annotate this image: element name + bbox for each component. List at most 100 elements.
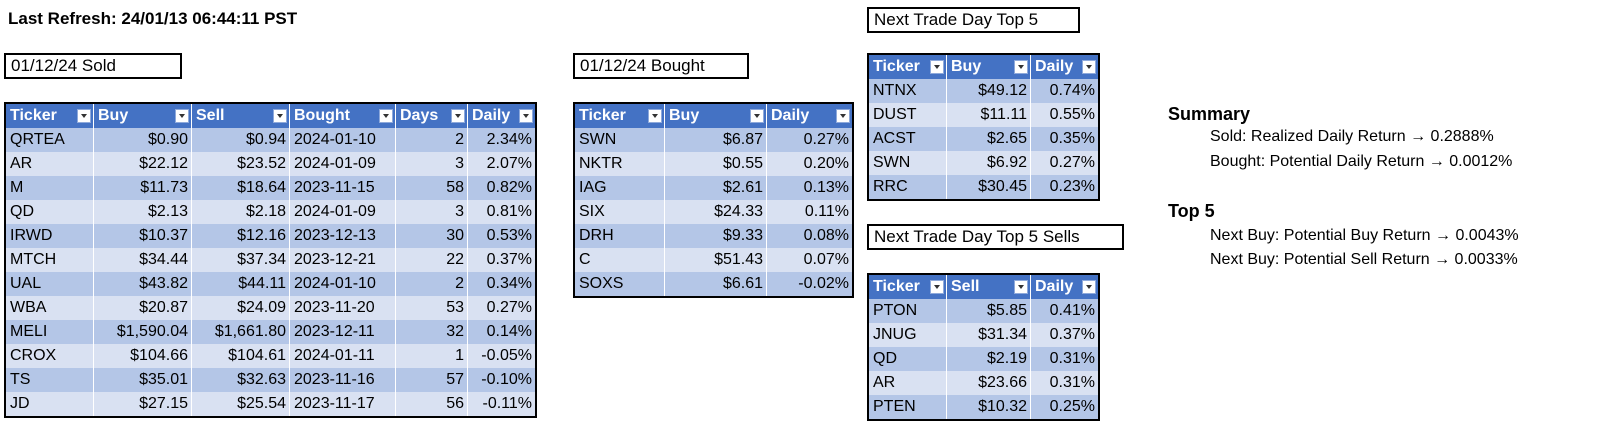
table-cell-ticker[interactable]: MELI — [5, 320, 94, 344]
table-cell-ticker[interactable]: SWN — [868, 151, 947, 175]
table-cell-ticker[interactable]: TS — [5, 368, 94, 392]
table-cell-daily[interactable]: 0.11% — [766, 200, 853, 224]
table-cell-ticker[interactable]: SIX — [574, 200, 665, 224]
table-cell-buy[interactable]: $2.65 — [946, 127, 1031, 151]
table-cell-daily[interactable]: -0.02% — [766, 272, 853, 297]
table-cell-ticker[interactable]: NTNX — [868, 79, 947, 103]
table-cell-buy[interactable]: $0.90 — [93, 128, 192, 152]
table-cell-buy[interactable]: $51.43 — [664, 248, 767, 272]
table-cell-buy[interactable]: $35.01 — [93, 368, 192, 392]
table-cell-ticker[interactable]: NKTR — [574, 152, 665, 176]
table-cell-daily[interactable]: 0.23% — [1030, 175, 1099, 200]
table-cell-days[interactable]: 3 — [395, 152, 468, 176]
filter-dropdown-icon[interactable] — [1082, 60, 1096, 74]
table-cell-buy[interactable]: $9.33 — [664, 224, 767, 248]
table-cell-daily[interactable]: 0.41% — [1030, 299, 1099, 323]
table-cell-buy[interactable]: $49.12 — [946, 79, 1031, 103]
table-cell-sell[interactable]: $23.52 — [191, 152, 290, 176]
table-cell-ticker[interactable]: UAL — [5, 272, 94, 296]
table-cell-sell[interactable]: $44.11 — [191, 272, 290, 296]
table-cell-daily[interactable]: 0.37% — [1030, 323, 1099, 347]
table-cell-sell[interactable]: $32.63 — [191, 368, 290, 392]
filter-dropdown-icon[interactable] — [750, 109, 764, 123]
table-cell-ticker[interactable]: SOXS — [574, 272, 665, 297]
filter-dropdown-icon[interactable] — [1014, 60, 1028, 74]
filter-dropdown-icon[interactable] — [175, 109, 189, 123]
table-cell-daily[interactable]: 0.31% — [1030, 371, 1099, 395]
table-cell-buy[interactable]: $27.15 — [93, 392, 192, 417]
filter-dropdown-icon[interactable] — [77, 109, 91, 123]
table-cell-daily[interactable]: 0.31% — [1030, 347, 1099, 371]
table-cell-days[interactable]: 53 — [395, 296, 468, 320]
table-cell-bought[interactable]: 2023-11-15 — [289, 176, 396, 200]
table-cell-sell[interactable]: $10.32 — [946, 395, 1031, 420]
table-cell-sell[interactable]: $5.85 — [946, 299, 1031, 323]
table-cell-daily[interactable]: -0.10% — [467, 368, 536, 392]
table-cell-sell[interactable]: $0.94 — [191, 128, 290, 152]
filter-dropdown-icon[interactable] — [451, 109, 465, 123]
table-cell-sell[interactable]: $31.34 — [946, 323, 1031, 347]
table-cell-sell[interactable]: $37.34 — [191, 248, 290, 272]
table-cell-daily[interactable]: 0.20% — [766, 152, 853, 176]
table-cell-buy[interactable]: $20.87 — [93, 296, 192, 320]
table-cell-ticker[interactable]: SWN — [574, 128, 665, 152]
table-cell-days[interactable]: 57 — [395, 368, 468, 392]
table-cell-ticker[interactable]: QD — [5, 200, 94, 224]
table-cell-bought[interactable]: 2024-01-09 — [289, 200, 396, 224]
table-cell-daily[interactable]: 2.07% — [467, 152, 536, 176]
table-cell-sell[interactable]: $2.19 — [946, 347, 1031, 371]
table-cell-bought[interactable]: 2024-01-11 — [289, 344, 396, 368]
table-cell-buy[interactable]: $22.12 — [93, 152, 192, 176]
filter-dropdown-icon[interactable] — [930, 280, 944, 294]
table-cell-ticker[interactable]: M — [5, 176, 94, 200]
filter-dropdown-icon[interactable] — [519, 109, 533, 123]
table-cell-buy[interactable]: $11.11 — [946, 103, 1031, 127]
table-cell-sell[interactable]: $2.18 — [191, 200, 290, 224]
table-cell-daily[interactable]: 0.74% — [1030, 79, 1099, 103]
table-cell-buy[interactable]: $104.66 — [93, 344, 192, 368]
table-cell-ticker[interactable]: PTEN — [868, 395, 947, 420]
table-cell-ticker[interactable]: IAG — [574, 176, 665, 200]
table-cell-daily[interactable]: 0.07% — [766, 248, 853, 272]
table-cell-days[interactable]: 3 — [395, 200, 468, 224]
table-cell-ticker[interactable]: C — [574, 248, 665, 272]
table-cell-ticker[interactable]: JNUG — [868, 323, 947, 347]
table-cell-buy[interactable]: $10.37 — [93, 224, 192, 248]
table-cell-daily[interactable]: -0.11% — [467, 392, 536, 417]
table-cell-buy[interactable]: $1,590.04 — [93, 320, 192, 344]
table-cell-ticker[interactable]: AR — [868, 371, 947, 395]
table-cell-buy[interactable]: $34.44 — [93, 248, 192, 272]
table-cell-days[interactable]: 1 — [395, 344, 468, 368]
table-cell-bought[interactable]: 2024-01-10 — [289, 128, 396, 152]
table-cell-sell[interactable]: $104.61 — [191, 344, 290, 368]
table-cell-daily[interactable]: 0.81% — [467, 200, 536, 224]
table-cell-sell[interactable]: $23.66 — [946, 371, 1031, 395]
table-cell-sell[interactable]: $25.54 — [191, 392, 290, 417]
table-cell-ticker[interactable]: IRWD — [5, 224, 94, 248]
table-cell-ticker[interactable]: DUST — [868, 103, 947, 127]
table-cell-ticker[interactable]: MTCH — [5, 248, 94, 272]
table-cell-daily[interactable]: 0.14% — [467, 320, 536, 344]
table-cell-daily[interactable]: 0.27% — [1030, 151, 1099, 175]
table-cell-bought[interactable]: 2023-12-21 — [289, 248, 396, 272]
table-cell-daily[interactable]: 0.34% — [467, 272, 536, 296]
table-cell-bought[interactable]: 2023-11-16 — [289, 368, 396, 392]
table-cell-sell[interactable]: $1,661.80 — [191, 320, 290, 344]
table-cell-buy[interactable]: $2.61 — [664, 176, 767, 200]
table-cell-days[interactable]: 2 — [395, 272, 468, 296]
table-cell-days[interactable]: 2 — [395, 128, 468, 152]
table-cell-buy[interactable]: $2.13 — [93, 200, 192, 224]
table-cell-buy[interactable]: $24.33 — [664, 200, 767, 224]
table-cell-days[interactable]: 22 — [395, 248, 468, 272]
filter-dropdown-icon[interactable] — [1082, 280, 1096, 294]
table-cell-ticker[interactable]: CROX — [5, 344, 94, 368]
table-cell-daily[interactable]: 0.55% — [1030, 103, 1099, 127]
table-cell-daily[interactable]: 0.53% — [467, 224, 536, 248]
table-cell-days[interactable]: 58 — [395, 176, 468, 200]
table-cell-ticker[interactable]: ACST — [868, 127, 947, 151]
table-cell-buy[interactable]: $11.73 — [93, 176, 192, 200]
table-cell-bought[interactable]: 2023-12-11 — [289, 320, 396, 344]
table-cell-days[interactable]: 56 — [395, 392, 468, 417]
table-cell-bought[interactable]: 2024-01-09 — [289, 152, 396, 176]
table-cell-daily[interactable]: 0.08% — [766, 224, 853, 248]
